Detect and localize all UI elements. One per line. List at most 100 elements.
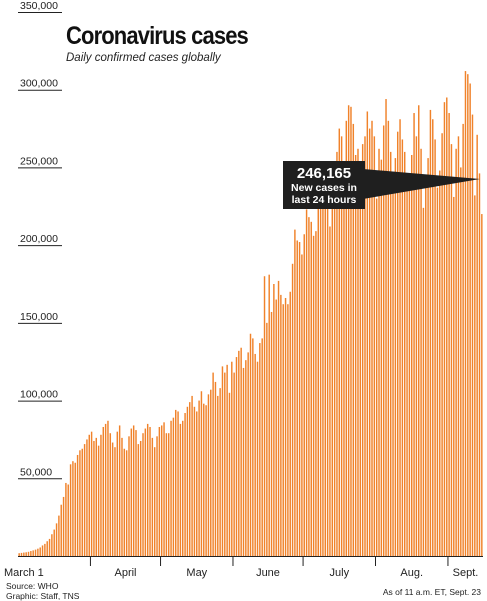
bar [233,373,234,556]
y-tick-label: 150,000 [20,311,58,323]
bar [170,421,171,556]
bar [425,183,426,556]
bar [208,394,209,556]
bar [462,124,463,556]
bar [138,444,139,556]
bar [35,550,36,556]
y-tick-label: 350,000 [20,0,58,12]
bar [145,429,146,556]
bar [152,438,153,556]
y-axis-ticks: 50,000100,000150,000200,000250,000300,00… [18,0,62,479]
bar [409,177,410,556]
bar [437,188,438,556]
bar [140,441,141,556]
bar [322,195,323,556]
bar [453,197,454,556]
bar [91,432,92,556]
bar [240,348,241,556]
x-tick-label: March 1 [4,567,44,579]
bar [336,152,337,556]
bar [182,421,183,556]
bar [238,351,239,556]
bar [404,152,405,556]
chart-subtitle: Daily confirmed cases globally [66,52,221,64]
bar [105,424,106,556]
bar [107,421,108,556]
bar [297,240,298,556]
bar [280,295,281,556]
bar [268,275,269,556]
bar [261,338,262,556]
bar [229,393,230,556]
bar [79,450,80,556]
bar [343,171,344,556]
bar [156,436,157,556]
bar [110,433,111,556]
bar [378,149,379,556]
bar [154,447,155,556]
bar [332,197,333,556]
bar [271,312,272,556]
bar [357,149,358,556]
bar [327,175,328,556]
bar [320,202,321,556]
bar [61,505,62,556]
y-tick-label: 300,000 [20,78,58,90]
bar [173,418,174,556]
bar [264,276,265,556]
bar [124,449,125,556]
bar [128,436,129,556]
bar [418,105,419,556]
callout-value: 246,165 [283,165,365,182]
bar [25,552,26,556]
bar [117,432,118,556]
bar [98,446,99,556]
bar [86,439,87,556]
bar [18,553,19,556]
x-tick-label: Sept. [453,567,479,579]
bar [455,149,456,556]
bar [126,450,127,556]
bar [465,71,466,556]
bar [121,438,122,556]
bar [180,424,181,556]
bar [439,171,440,556]
y-tick-label: 250,000 [20,155,58,167]
bar [476,135,477,556]
bar [252,338,253,556]
chart-title: Coronavirus cases [66,22,248,51]
bar [39,547,40,556]
bar [42,545,43,556]
bar [474,195,475,556]
bar [275,300,276,556]
bar [374,136,375,556]
bar [84,444,85,556]
bar [194,407,195,556]
bar [201,391,202,556]
bar [112,443,113,556]
bar [334,188,335,556]
bar [397,132,398,556]
bar [376,199,377,556]
latest-value-callout: 246,165 New cases in last 24 hours [283,161,365,209]
bar [210,390,211,556]
bar [32,550,33,556]
bar [58,516,59,556]
bar [212,373,213,556]
bar [395,158,396,556]
x-tick-label: July [330,567,350,579]
bar [49,539,50,556]
bar [163,422,164,556]
x-tick-label: June [256,567,280,579]
bar [390,152,391,556]
bar [70,464,71,556]
bar [458,136,459,556]
bar [135,430,136,556]
bar [313,236,314,556]
bar [294,230,295,556]
bar [311,222,312,556]
bar [159,427,160,556]
bar [236,357,237,556]
bar [133,425,134,556]
bar [198,401,199,556]
